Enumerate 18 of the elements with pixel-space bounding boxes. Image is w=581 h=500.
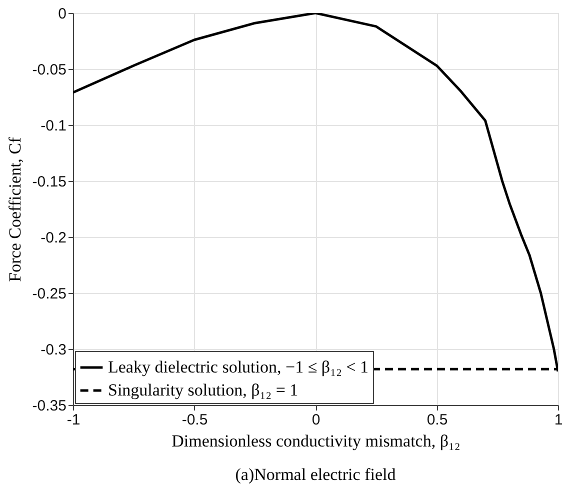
y-tick-label: -0.3 [40,342,66,358]
x-axis-title: Dimensionless conductivity mismatch, β₁₂ [172,432,460,450]
y-tick-label: -0.2 [40,230,66,246]
y-axis-title: Force Coefficient, Cf [5,136,24,282]
y-tick-label: 0 [58,6,66,22]
x-tick-label: -0.5 [182,412,208,428]
y-tick-label: -0.35 [32,398,66,414]
y-tick-label: -0.15 [32,174,66,190]
legend-label: Singularity solution, β₁₂ = 1 [108,380,298,400]
x-tick-label: -1 [66,412,80,428]
x-tick-label: 0 [312,412,320,428]
x-tick-label: 1 [554,412,563,428]
text: (a)Normal electric field [235,465,396,484]
x-tick-label: 0.5 [426,412,448,428]
y-tick-label: -0.1 [40,118,66,134]
legend-label: Leaky dielectric solution, −1 ≤ β₁₂ < 1 [108,358,369,376]
y-tick-label: -0.25 [32,286,66,302]
y-tick-label: -0.05 [32,62,66,78]
